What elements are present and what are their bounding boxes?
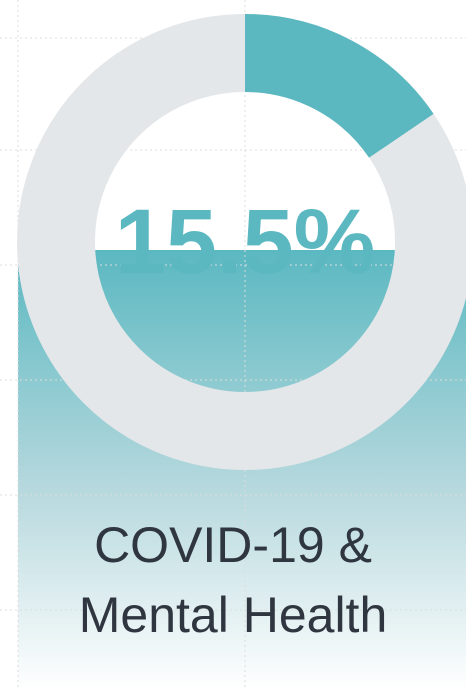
donut-segment — [244, 14, 434, 159]
center-value-label: 15.5% — [115, 191, 376, 293]
chart-title: COVID-19 & Mental Health — [78, 517, 388, 643]
